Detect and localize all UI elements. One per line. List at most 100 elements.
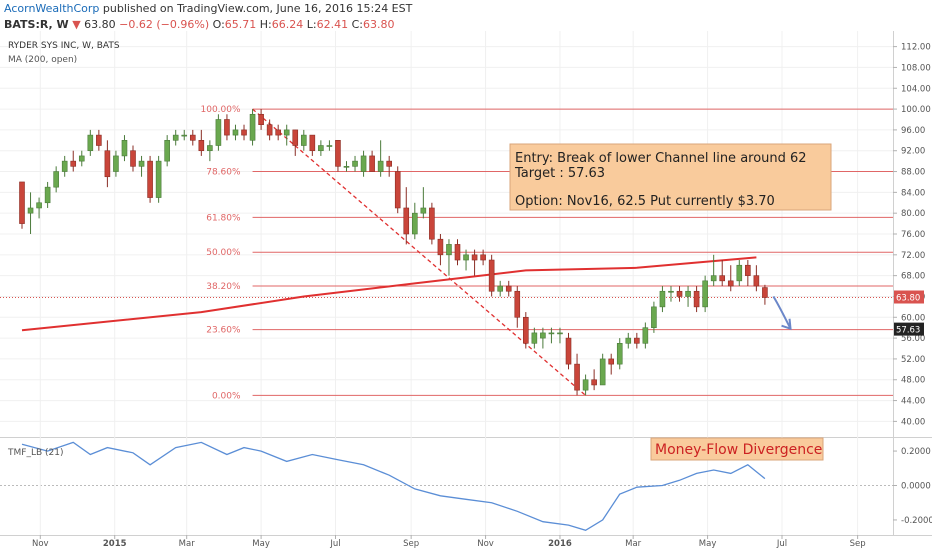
fib-level-label: 78.60% <box>206 168 241 178</box>
candle-body <box>377 160 384 172</box>
projection-arrow <box>772 295 792 330</box>
tmf-series-label: TMF_LB (21) <box>7 448 63 458</box>
candle-body <box>300 134 307 146</box>
candle-body <box>514 290 521 318</box>
close-label: C: <box>351 18 363 31</box>
candle-body <box>215 119 222 146</box>
candle-body <box>352 160 358 167</box>
candle-body <box>625 337 632 344</box>
note-option-text: Option: Nov16, 62.5 Put currently $3.70 <box>515 194 775 209</box>
candle-body <box>505 285 512 292</box>
candle-body <box>599 358 606 386</box>
candle-body <box>565 337 572 365</box>
last-price-tag-label: 63.80 <box>896 294 920 304</box>
author-link[interactable]: AcornWealthCorp <box>4 2 100 15</box>
time-tick-label: 2016 <box>548 539 572 549</box>
fib-level-label: 0.00% <box>212 391 241 401</box>
low-label: L: <box>306 18 317 31</box>
price-tick-label: 48.00 <box>901 376 925 386</box>
candle-body <box>138 160 145 167</box>
tmf-tick-label: -0.2000 <box>901 516 932 526</box>
price-change: −0.62 (−0.96%) <box>119 18 210 31</box>
time-tick-label: Mar <box>179 539 196 549</box>
open-value: 65.71 <box>224 18 257 31</box>
candle-body <box>326 145 333 147</box>
time-tick-label: Nov <box>477 539 494 549</box>
candle-body <box>702 280 708 308</box>
downtrend-line <box>252 108 587 396</box>
price-tick-label: 80.00 <box>901 209 925 219</box>
time-tick-label: Sep <box>403 539 419 549</box>
candle-body <box>181 134 188 137</box>
candle-body <box>446 244 452 256</box>
candle-body <box>155 160 162 198</box>
candle-body <box>616 343 623 365</box>
price-tick-label: 40.00 <box>901 417 925 427</box>
candle-body <box>249 113 256 141</box>
time-tick-label: May <box>252 539 270 549</box>
candle-body <box>96 134 102 146</box>
candle-body <box>224 119 230 136</box>
candle-body <box>198 140 205 152</box>
note-target-text: Target : 57.63 <box>514 166 605 181</box>
candle-body <box>283 129 290 136</box>
candle-body <box>258 113 264 125</box>
fib-level-label: 23.60% <box>206 326 241 336</box>
candle-body <box>172 134 179 141</box>
price-tick-label: 56.00 <box>901 334 925 344</box>
candle-body <box>420 207 427 214</box>
price-tick-label: 88.00 <box>901 168 925 178</box>
candle-body <box>189 134 196 141</box>
candle-body <box>266 124 273 136</box>
chart-title: RYDER SYS INC, W, BATS <box>8 41 120 51</box>
candle-body <box>207 145 213 152</box>
candle-body <box>318 145 324 152</box>
open-label: O: <box>212 18 225 31</box>
candle-body <box>651 306 657 328</box>
candle-body <box>668 290 674 293</box>
candle-body <box>608 358 615 365</box>
candle-body <box>61 160 68 172</box>
candle-body <box>685 290 691 297</box>
price-tick-label: 76.00 <box>901 230 925 240</box>
price-tick-label: 44.00 <box>901 397 925 407</box>
candle-body <box>104 150 111 178</box>
candle-body <box>412 212 418 235</box>
candle-body <box>480 254 486 261</box>
high-label: H: <box>259 18 272 31</box>
divergence-note-text: Money-Flow Divergence <box>655 442 822 458</box>
high-value: 66.24 <box>271 18 304 31</box>
candle-body <box>275 129 281 136</box>
candle-body <box>497 285 503 292</box>
candle-body <box>70 160 77 167</box>
candle-body <box>642 327 649 344</box>
candle-body <box>463 254 469 261</box>
candle-body <box>403 207 410 235</box>
candle-body <box>78 155 85 162</box>
candle-body <box>335 140 341 167</box>
candle-body <box>19 181 25 224</box>
fib-level-label: 100.00% <box>201 105 241 115</box>
candle-body <box>292 129 299 146</box>
candle-body <box>44 186 51 204</box>
candle-body <box>659 290 666 308</box>
candle-body <box>121 140 128 157</box>
close-value: 63.80 <box>363 18 395 31</box>
price-tick-label: 100.00 <box>901 105 931 115</box>
price-tick-label: 60.00 <box>901 313 925 323</box>
candle-body <box>540 332 546 339</box>
ma-indicator-label: MA (200, open) <box>8 55 77 65</box>
time-tick-label: Mar <box>625 539 642 549</box>
candle-body <box>164 140 170 162</box>
candle-body <box>719 275 726 282</box>
tmf-tick-label: 0.0000 <box>901 482 931 492</box>
price-tick-label: 68.00 <box>901 272 925 282</box>
ohlc-line: BATS:R, W ▼ 63.80 −0.62 (−0.96%) O:65.71… <box>4 18 395 31</box>
candle-body <box>736 264 743 282</box>
time-tick-label: Jul <box>776 539 787 549</box>
time-tick-label: Sep <box>850 539 866 549</box>
candle-body <box>710 275 717 282</box>
time-tick-label: May <box>699 539 717 549</box>
